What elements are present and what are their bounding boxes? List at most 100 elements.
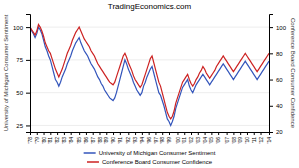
tick: 100	[13, 25, 30, 31]
tick-label: '05	[208, 137, 214, 144]
grid	[30, 27, 269, 125]
tick-label: '99	[166, 137, 172, 144]
tick-label: '98	[159, 137, 165, 144]
axis-line	[26, 15, 31, 133]
tick-mark	[155, 132, 156, 135]
tick-mark	[26, 93, 30, 94]
legend-item: Conference Board Consumer Confidence	[87, 159, 213, 165]
tick-mark	[71, 132, 72, 135]
tick-mark	[227, 132, 228, 135]
tick: '05	[208, 132, 214, 144]
tick-mark	[120, 132, 121, 135]
tick: '02	[188, 132, 194, 144]
tick-label: 50	[16, 90, 23, 96]
grid-line	[30, 92, 269, 93]
tick: '83	[61, 132, 67, 144]
tick: '87	[90, 132, 96, 144]
tick: '94	[139, 132, 145, 144]
tick: '97	[153, 132, 159, 144]
tick-mark	[269, 132, 273, 133]
tick-mark	[269, 106, 273, 107]
tick-label: '92	[125, 137, 131, 144]
legend-label: University of Michigan Consumer Sentimen…	[99, 150, 216, 156]
legend-label: Conference Board Consumer Confidence	[102, 159, 213, 165]
tick-mark	[218, 132, 219, 135]
tick: '85	[76, 132, 82, 144]
tick-label: 100	[276, 25, 287, 31]
tick-mark	[198, 132, 199, 135]
tick-mark	[113, 132, 114, 135]
tick-label: '04	[202, 137, 208, 144]
tick: '03	[195, 132, 201, 144]
tick-label: '09	[237, 137, 243, 144]
tick: '81	[47, 132, 53, 144]
tick-label: '79	[34, 137, 40, 144]
tick-label: '89	[103, 137, 109, 144]
tick-mark	[64, 132, 65, 135]
tick-label: 60	[276, 77, 283, 83]
tick: '06	[215, 132, 221, 144]
tick-label: '81	[47, 137, 53, 144]
tick: '92	[125, 132, 131, 144]
tick-mark	[142, 132, 143, 135]
tick-label: 25	[16, 123, 23, 129]
tick-label: '01	[181, 137, 187, 144]
title: TradingEconomics.com	[108, 2, 192, 11]
tick-mark	[99, 132, 100, 135]
tick-mark	[26, 125, 30, 126]
tick-label: '02	[188, 137, 194, 144]
series-line	[30, 27, 269, 125]
tick: 25	[16, 123, 30, 129]
legend-item: University of Michigan Consumer Sentimen…	[84, 150, 216, 156]
tick-mark	[254, 132, 255, 135]
chart: '78'79'80'81'82'83'84'85'86'87'88'89'90'…	[0, 0, 299, 168]
tick: 80	[269, 51, 283, 57]
tick-mark	[106, 132, 107, 135]
tick-mark	[177, 132, 178, 135]
tick: '09	[237, 132, 243, 144]
tick-label: 20	[276, 129, 283, 135]
y-axis-title: University of Michigan Consumer Sentimen…	[3, 14, 9, 131]
legend-swatch	[84, 152, 96, 154]
tick: '89	[103, 132, 109, 144]
tick-label: '91	[117, 137, 123, 144]
y-axis: 25 50 75 100	[13, 15, 31, 133]
tick-label: '97	[153, 137, 159, 144]
tick-label: '83	[61, 137, 67, 144]
tick: 75	[16, 57, 30, 63]
tick: '10	[244, 132, 250, 144]
tick-label: '00	[175, 137, 181, 144]
tick-label: '93	[132, 137, 138, 144]
tick-mark	[44, 132, 45, 135]
tick-mark	[211, 132, 212, 135]
tick-mark	[50, 132, 51, 135]
y2-axis-title: Conference Board Consumer Confidence	[290, 18, 296, 129]
tick: '00	[175, 132, 181, 144]
tick-mark	[269, 80, 273, 81]
tick: 60	[269, 77, 283, 83]
tick-mark	[233, 132, 234, 135]
legend-swatch	[87, 161, 99, 163]
tick: 40	[269, 103, 283, 109]
tick-mark	[205, 132, 206, 135]
tick-mark	[149, 132, 150, 135]
tick-label: '07	[224, 137, 230, 144]
axis-line	[270, 15, 274, 133]
tick: '04	[202, 132, 208, 144]
tick: '96	[146, 132, 152, 144]
tick-mark	[86, 132, 87, 135]
tick-label: '85	[76, 137, 82, 144]
tick-label: 80	[276, 51, 283, 57]
tick-label: '08	[231, 137, 237, 144]
tick-label: '94	[139, 137, 145, 144]
tick-label: 75	[16, 57, 23, 63]
series-line	[30, 24, 269, 118]
tick-mark	[191, 132, 192, 135]
tick-mark	[79, 132, 80, 135]
axis-line	[31, 133, 270, 136]
tick-mark	[247, 132, 248, 135]
tick-mark	[93, 132, 94, 135]
tick-mark	[162, 132, 163, 135]
tick: '99	[166, 132, 172, 144]
tick-mark	[261, 132, 262, 135]
